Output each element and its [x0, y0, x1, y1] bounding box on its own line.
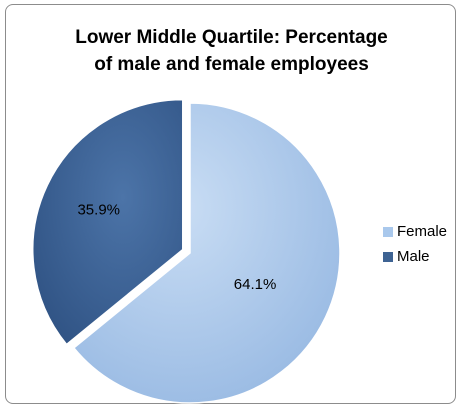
legend: Female Male [383, 219, 447, 269]
pie-slice-female [72, 102, 341, 404]
legend-label-female: Female [397, 223, 448, 240]
pie-slice-male [32, 98, 184, 346]
legend-item-female: Female [383, 219, 447, 244]
legend-item-male: Male [383, 244, 447, 269]
data-label-female: 64.1% [234, 276, 277, 293]
chart-title-line-1: Lower Middle Quartile: Percentage [75, 27, 388, 48]
legend-label-male: Male [397, 248, 430, 265]
legend-swatch-female [383, 226, 393, 237]
data-label-male: 35.9% [77, 202, 120, 219]
chart-title-line-2: of male and female employees [94, 54, 369, 75]
chart-title: Lower Middle Quartile: Percentage of mal… [0, 24, 463, 78]
legend-swatch-male [383, 251, 393, 262]
